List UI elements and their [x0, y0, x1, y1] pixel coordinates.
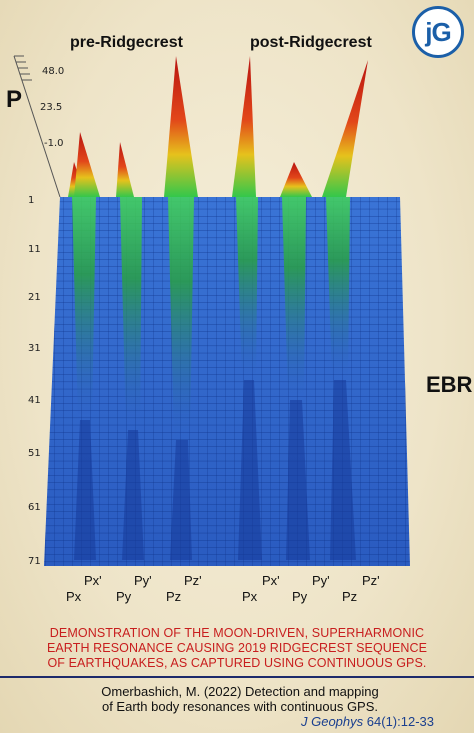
divider	[0, 676, 474, 678]
z-tick: 48.0	[42, 66, 65, 77]
ebr-label: EBR	[426, 372, 473, 397]
citation: Omerbashich, M. (2022) Detection and map…	[40, 684, 440, 729]
x-label-front: Py	[116, 589, 132, 604]
y-tick: 71	[28, 556, 41, 567]
x-label-back: Px'	[262, 573, 280, 588]
ridges	[72, 197, 350, 440]
x-label-back: Px'	[84, 573, 102, 588]
y-tick: 21	[28, 292, 41, 303]
citation-line-2: of Earth body resonances with continuous…	[101, 699, 379, 714]
caption-line: DEMONSTRATION OF THE MOON-DRIVEN, SUPERH…	[49, 626, 425, 640]
peak-pre-py	[116, 142, 134, 197]
peak-post-px	[232, 56, 256, 197]
journal-volume: 64(1):12-33	[366, 714, 434, 729]
journal-logo[interactable]: jG	[412, 6, 464, 58]
citation-line-1: Omerbashich, M. (2022) Detection and map…	[101, 684, 379, 699]
x-label-front: Px	[242, 589, 258, 604]
y-tick: 61	[28, 502, 41, 513]
caption-line: OF EARTHQUAKES, AS CAPTURED USING CONTIN…	[47, 656, 427, 670]
x-label-front: Py	[292, 589, 308, 604]
x-label-front: Pz	[342, 589, 358, 604]
y-tick: 1	[28, 195, 35, 206]
peak-post-py	[280, 162, 312, 197]
caption-line: EARTH RESONANCE CAUSING 2019 RIDGECREST …	[46, 641, 428, 655]
y-tick: 51	[28, 448, 41, 459]
logo-text: jG	[425, 16, 451, 47]
x-label-front: Px	[66, 589, 82, 604]
x-label-back: Py'	[312, 573, 330, 588]
peak-pre-pz	[164, 56, 198, 197]
x-label-back: Pz'	[184, 573, 202, 588]
journal-name: J Geophys	[301, 714, 364, 729]
y-tick: 11	[28, 244, 41, 255]
journal-reference[interactable]: J Geophys 64(1):12-33	[40, 714, 440, 729]
z-tick: -1.0	[44, 138, 64, 149]
post-ridgecrest-header: post-Ridgecrest	[250, 34, 372, 51]
peak-post-pz	[322, 60, 368, 197]
z-axis-label: P	[6, 86, 23, 113]
x-label-front: Pz	[166, 589, 182, 604]
x-label-back: Pz'	[362, 573, 380, 588]
peaks	[68, 56, 368, 197]
y-tick: 41	[28, 395, 41, 406]
z-tick: 23.5	[40, 102, 63, 113]
z-axis	[13, 55, 61, 198]
figure-caption: DEMONSTRATION OF THE MOON-DRIVEN, SUPERH…	[18, 626, 456, 671]
x-label-back: Py'	[134, 573, 152, 588]
surface-grid	[44, 197, 410, 566]
y-tick: 31	[28, 343, 41, 354]
ridge-shadows	[74, 380, 356, 560]
pre-ridgecrest-header: pre-Ridgecrest	[70, 34, 183, 51]
peak-pre-px-b	[74, 132, 100, 197]
